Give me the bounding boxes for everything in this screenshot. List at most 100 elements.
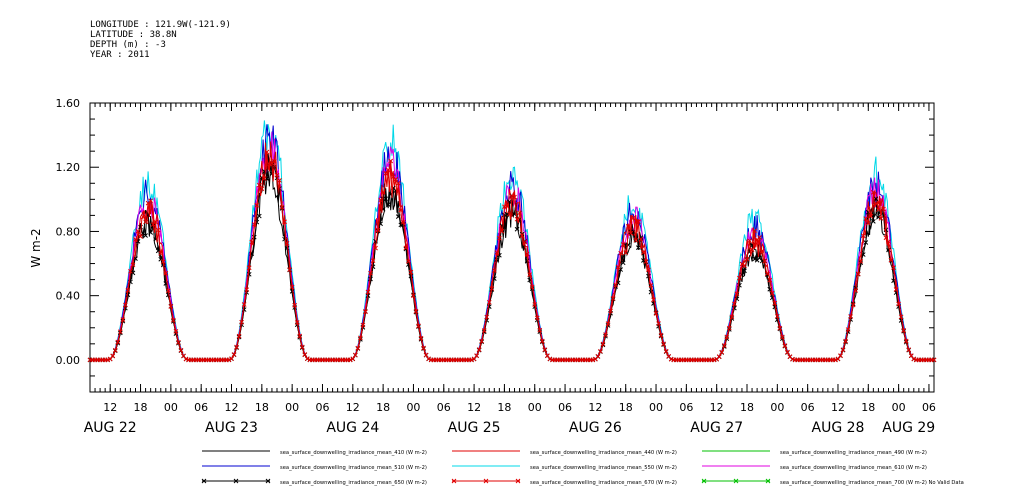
series-marker — [395, 214, 401, 219]
series-marker — [168, 304, 174, 309]
series-marker — [494, 257, 500, 262]
series-marker — [514, 216, 520, 222]
series-marker — [355, 345, 361, 351]
series-marker — [375, 227, 381, 233]
series-marker — [370, 258, 376, 264]
y-tick-label: 0.00 — [56, 354, 81, 367]
series-marker — [608, 308, 613, 314]
series-marker — [729, 314, 735, 320]
series-marker — [267, 161, 272, 167]
series-marker — [613, 282, 618, 288]
series-marker — [155, 227, 161, 233]
series-marker — [661, 341, 666, 347]
series-marker — [259, 186, 265, 192]
series-marker — [903, 338, 909, 344]
x-tick-label: 06 — [194, 401, 208, 414]
series-marker — [623, 250, 629, 256]
series-marker — [641, 258, 646, 263]
legend-marker — [265, 478, 271, 484]
series-marker — [302, 352, 308, 357]
legend-label: sea_surface_downwelling_irradiance_mean_… — [780, 465, 927, 471]
series-marker — [400, 219, 406, 225]
series-marker — [403, 245, 409, 251]
x-tick-label: 00 — [892, 401, 906, 414]
x-day-label: AUG 26 — [569, 420, 622, 436]
legend-marker — [515, 478, 521, 484]
series-marker — [408, 269, 414, 275]
legend-marker — [451, 478, 457, 484]
series-marker — [499, 228, 505, 234]
series-marker — [762, 258, 768, 264]
series-marker — [471, 356, 477, 362]
series-marker — [105, 357, 111, 363]
series-marker — [524, 251, 530, 257]
series-marker — [519, 233, 525, 239]
series-marker — [418, 335, 424, 341]
series-marker — [282, 219, 287, 225]
dataset-info: LONGITUDE : 121.9W(-121.9) LATITUDE : 38… — [90, 20, 231, 60]
x-tick-label: 00 — [406, 401, 420, 414]
series-marker — [835, 356, 841, 362]
legend-marker — [701, 478, 707, 484]
series-marker — [264, 149, 270, 155]
series-marker — [860, 233, 866, 239]
series-marker — [277, 178, 282, 183]
series-marker — [299, 344, 305, 350]
series-marker — [514, 226, 520, 232]
series-marker — [474, 353, 479, 358]
x-tick-label: 18 — [740, 401, 754, 414]
x-tick-label: 12 — [103, 401, 117, 414]
series-marker — [251, 221, 257, 227]
series-marker — [838, 353, 843, 358]
series-marker — [292, 302, 298, 308]
series-marker — [165, 288, 171, 294]
series-marker — [833, 357, 838, 363]
series-marker — [173, 329, 179, 334]
series-marker — [153, 219, 159, 225]
legend-marker — [765, 478, 771, 484]
legend-label: sea_surface_downwelling_irradiance_mean_… — [530, 450, 677, 456]
x-tick-label: 12 — [831, 401, 845, 414]
series-marker — [646, 273, 651, 279]
series-marker — [873, 201, 879, 206]
series-marker — [522, 239, 527, 245]
series-marker — [287, 267, 292, 272]
series-marker — [870, 219, 876, 224]
series-marker — [112, 347, 118, 353]
series-marker — [484, 314, 490, 320]
x-tick-label: 18 — [497, 401, 511, 414]
series-marker — [663, 348, 669, 354]
series-marker — [532, 302, 538, 307]
series-marker — [160, 259, 166, 265]
x-tick-label: 00 — [770, 401, 784, 414]
series-marker — [363, 309, 368, 315]
series-marker — [234, 344, 239, 350]
series-marker — [620, 260, 626, 266]
series-marker — [148, 198, 154, 204]
series-marker — [486, 299, 492, 305]
series-marker — [848, 314, 853, 319]
series-marker — [241, 302, 247, 307]
series-marker — [494, 250, 500, 255]
series-marker — [545, 353, 550, 358]
series-marker — [279, 204, 285, 210]
series-marker — [110, 353, 116, 359]
series-marker — [125, 287, 131, 293]
x-tick-label: 00 — [285, 401, 299, 414]
series-marker — [840, 347, 846, 353]
series-marker — [395, 180, 401, 186]
legend-label: sea_surface_downwelling_irradiance_mean_… — [280, 450, 427, 456]
series-marker — [229, 356, 234, 362]
series-marker — [360, 322, 366, 328]
series-marker — [651, 297, 656, 303]
x-tick-label: 12 — [225, 401, 239, 414]
series-marker — [769, 290, 775, 296]
x-tick-label: 18 — [619, 401, 633, 414]
series-marker — [517, 210, 522, 216]
series-marker — [752, 256, 757, 262]
series-marker — [764, 271, 770, 277]
x-tick-label: 18 — [376, 401, 390, 414]
series-marker — [726, 325, 732, 331]
series-marker — [246, 265, 252, 271]
series-marker — [421, 345, 426, 351]
